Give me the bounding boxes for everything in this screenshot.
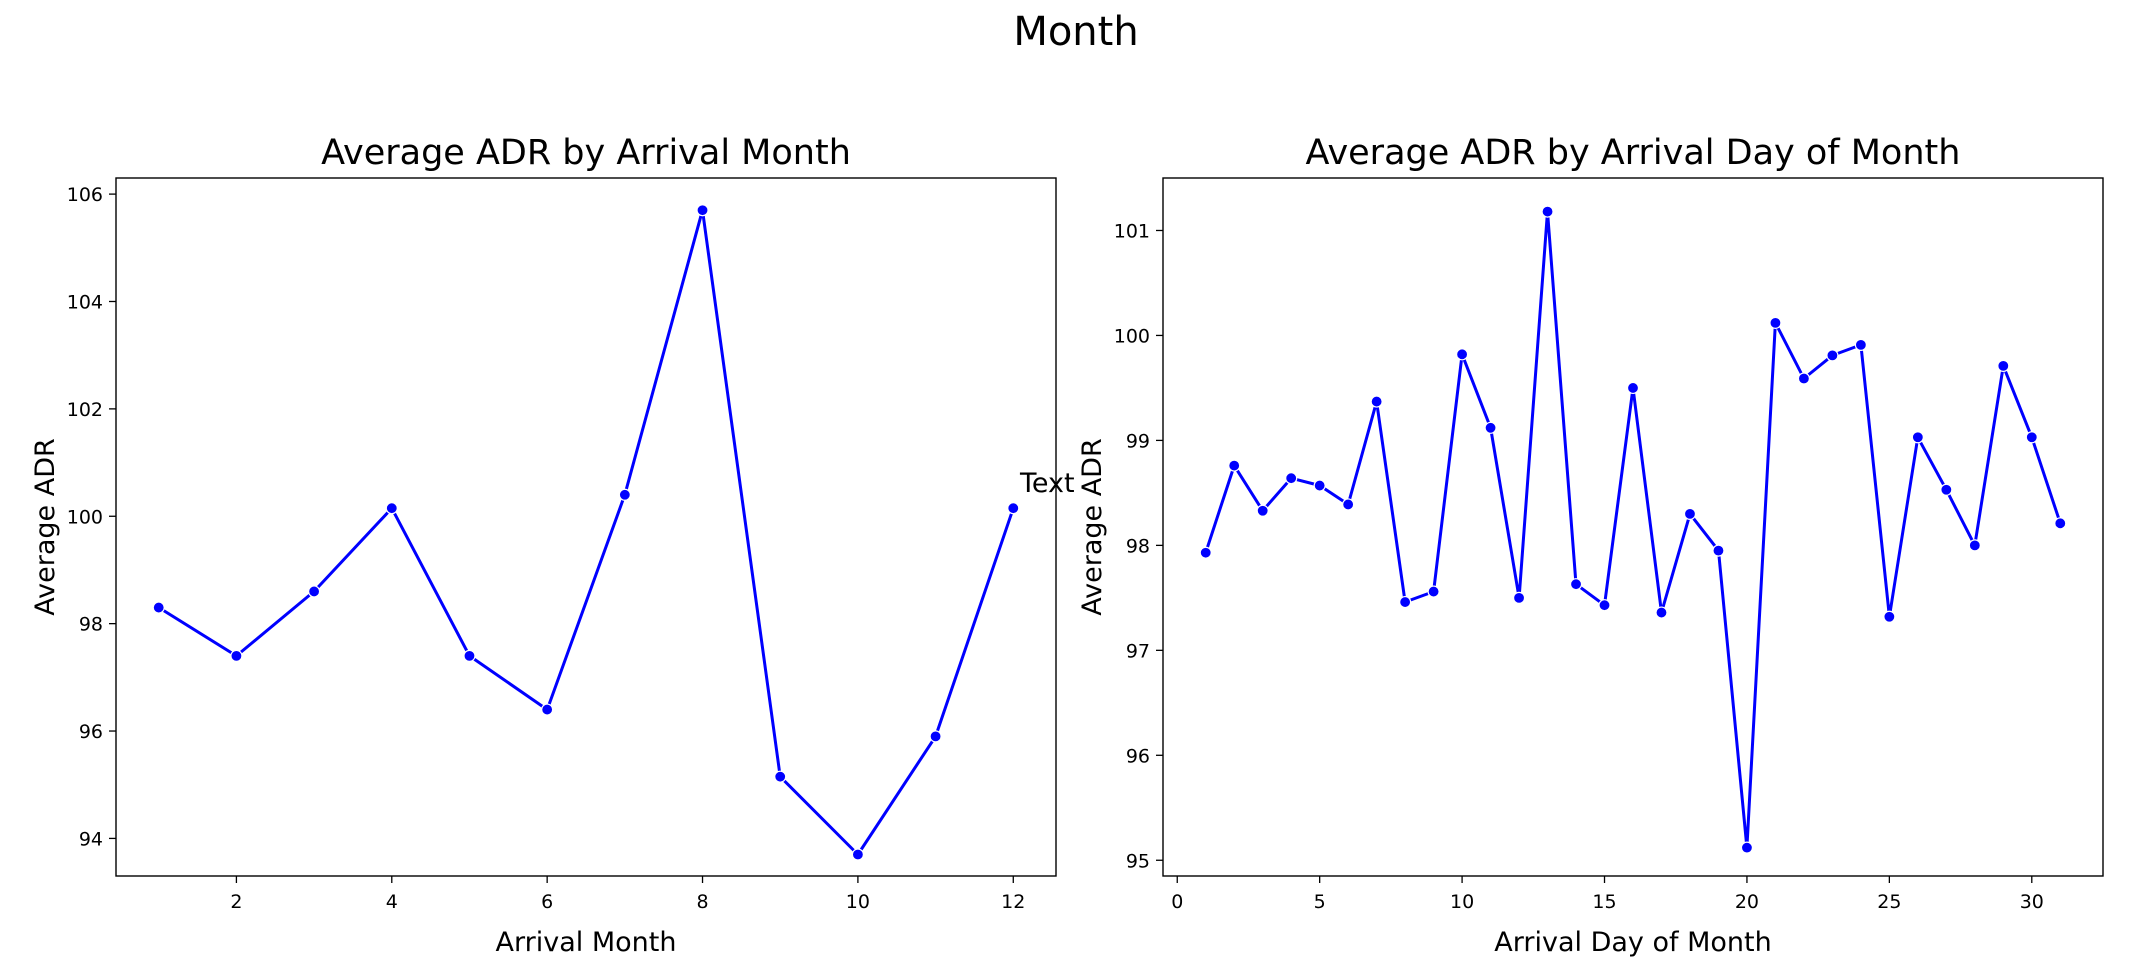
right-chart-x-axis-label: Arrival Day of Month [1494, 927, 1771, 958]
left-chart-y-tick-label: 100 [67, 506, 103, 528]
right-chart-data-point [1199, 546, 1212, 559]
right-chart-data-point [1228, 459, 1241, 472]
right-chart-data-point [1285, 472, 1298, 485]
right-chart-data-point [1484, 421, 1497, 434]
right-chart-data-point [1256, 504, 1269, 517]
right-chart-axes-frame [1162, 177, 2104, 877]
right-chart-data-point [1598, 599, 1611, 612]
left-chart-title: Average ADR by Arrival Month [321, 133, 851, 173]
left-chart-y-tick-label: 96 [79, 721, 103, 743]
right-chart-data-point [1797, 372, 1811, 385]
left-chart-data-point [385, 502, 398, 515]
right-chart-y-tick-label: 95 [1126, 850, 1150, 872]
left-chart-y-tick-label: 106 [67, 184, 103, 206]
right-chart: 0 5 10 15 20 25 30 95 96 97 98 99 100 101 Average ADR … [1077, 133, 2104, 958]
right-chart-x-tick-label: 15 [1592, 891, 1616, 913]
right-chart-data-point [1370, 395, 1383, 408]
left-chart-data-point [929, 730, 942, 743]
right-chart-y-tick-label: 97 [1126, 640, 1150, 662]
left-chart: 2 4 6 8 10 12 94 96 98 100 102 104 106 Average ADR by… [30, 133, 1057, 958]
left-chart-data-point [696, 204, 709, 217]
right-chart-data-point [1854, 338, 1867, 351]
right-chart-data-point [1342, 498, 1355, 511]
right-chart-data-point [1740, 841, 1754, 854]
right-chart-data-point [1769, 316, 1782, 329]
left-chart-x-tick-label: 2 [230, 891, 242, 913]
right-chart-y-tick-label: 96 [1126, 745, 1150, 767]
right-chart-x-tick-label: 30 [2020, 891, 2044, 913]
left-chart-data-point [618, 488, 631, 501]
right-chart-data-point [1826, 349, 1839, 362]
right-chart-data-point [1626, 381, 1640, 395]
right-chart-data-point [1399, 595, 1412, 609]
right-chart-y-tick-label: 101 [1114, 220, 1150, 242]
right-chart-data-point [1427, 585, 1440, 598]
left-chart-data-point [1007, 502, 1020, 515]
stray-text-label: Text [1020, 468, 1075, 499]
left-chart-x-axis-label: Arrival Month [496, 927, 677, 958]
right-chart-y-axis-label: Average ADR [1077, 438, 1108, 615]
left-chart-x-tick-label: 4 [386, 891, 398, 913]
right-chart-x-tick-label: 0 [1171, 891, 1183, 913]
right-chart-x-tick-label: 25 [1877, 891, 1901, 913]
left-chart-data-point [541, 703, 554, 716]
left-chart-x-tick-label: 10 [846, 891, 870, 913]
left-chart-y-tick-label: 102 [67, 399, 103, 421]
left-chart-series-line [157, 208, 1015, 856]
right-chart-x-tick-label: 5 [1314, 891, 1326, 913]
left-chart-data-point [774, 770, 787, 783]
left-chart-y-tick-label: 94 [79, 828, 103, 850]
left-chart-data-point [230, 649, 243, 662]
right-chart-data-point [1712, 544, 1725, 557]
right-chart-data-point [1541, 205, 1554, 218]
right-chart-data-point [1569, 578, 1583, 591]
left-chart-x-tick-label: 8 [696, 891, 708, 913]
right-chart-title: Average ADR by Arrival Day of Month [1306, 133, 1961, 173]
right-chart-data-point [1683, 507, 1697, 520]
left-chart-data-point [307, 585, 321, 598]
right-chart-y-tick-label: 99 [1126, 430, 1150, 452]
right-chart-data-point [1883, 610, 1896, 623]
left-chart-axes-frame [115, 177, 1057, 877]
figure-title: Month [1013, 9, 1139, 55]
right-chart-data-point [1940, 483, 1953, 496]
right-chart-y-tick-label: 100 [1114, 325, 1150, 347]
right-chart-series-line [1204, 210, 2062, 850]
left-chart-y-tick-label: 104 [67, 291, 103, 313]
left-chart-x-tick-label: 6 [541, 891, 553, 913]
right-chart-data-point [2054, 517, 2067, 530]
right-chart-data-point [1512, 591, 1526, 604]
left-chart-data-point [152, 601, 165, 614]
left-chart-data-point [463, 649, 476, 662]
right-chart-data-point [1968, 539, 1981, 552]
right-chart-data-point [2025, 431, 2038, 444]
right-chart-data-point [1455, 348, 1469, 361]
right-chart-data-point [1313, 479, 1326, 492]
right-chart-x-tick-label: 10 [1450, 891, 1474, 913]
left-chart-x-tick-label: 12 [1001, 891, 1025, 913]
right-chart-y-tick-label: 98 [1126, 535, 1150, 557]
right-chart-x-tick-label: 20 [1735, 891, 1759, 913]
left-chart-data-point [851, 848, 865, 861]
right-chart-data-point [1655, 606, 1668, 619]
left-chart-y-tick-label: 98 [79, 614, 103, 636]
left-chart-y-axis-label: Average ADR [30, 438, 61, 615]
right-chart-data-point [1911, 431, 1924, 444]
right-chart-data-point [1997, 359, 2010, 372]
